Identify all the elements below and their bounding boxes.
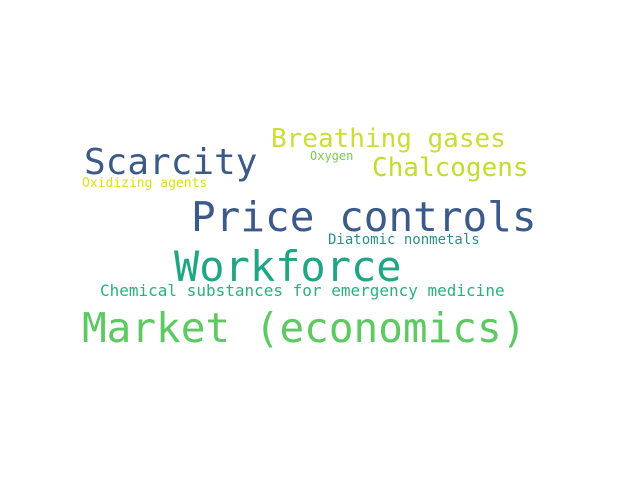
word-chemical-substances: Chemical substances for emergency medici… [100,281,505,300]
word-diatomic-nonmetals: Diatomic nonmetals [328,232,480,248]
word-oxygen: Oxygen [310,149,354,163]
word-market-economics: Market (economics) [82,304,527,352]
word-workforce: Workforce [174,242,402,291]
word-chalcogens: Chalcogens [372,153,529,183]
word-price-controls: Price controls [191,193,537,241]
word-oxidizing-agents: Oxidizing agents [82,176,208,191]
word-scarcity: Scarcity [84,142,258,183]
word-breathing-gases: Breathing gases [271,124,506,154]
